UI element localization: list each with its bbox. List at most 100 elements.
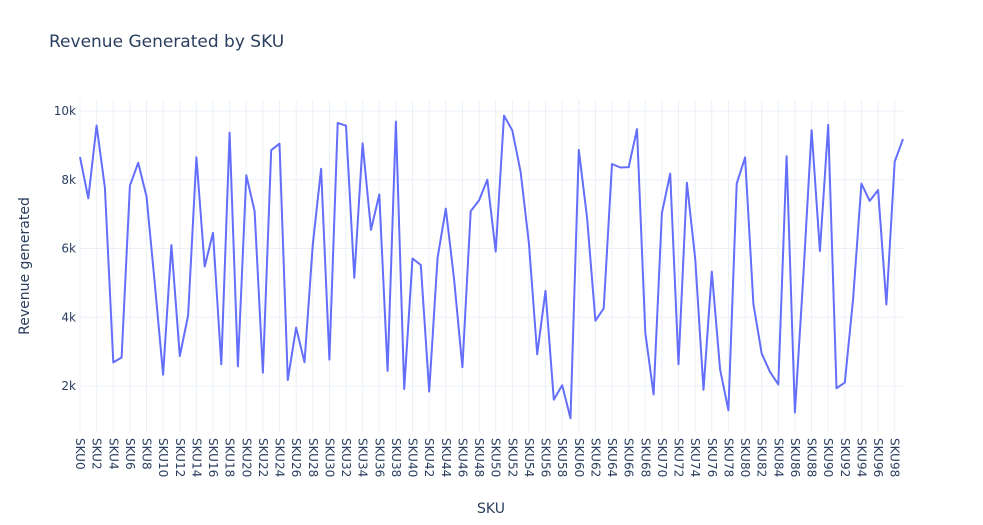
data-point-sku63 [602,306,606,310]
data-point-sku46 [460,365,464,369]
data-point-sku28 [311,242,315,246]
data-point-sku64 [610,162,614,166]
data-point-sku84 [776,382,780,386]
x-tick-label: SKU62 [588,438,602,477]
y-axis-ticks: 2k 4k 6k 8k 10k [54,104,76,393]
x-tick-label: SKU36 [372,438,386,477]
data-point-sku8 [145,194,149,198]
x-axis-ticks: SKU0 SKU2 SKU4 SKU6 SKU8 SKU10 SKU12 SKU14 SKU16… [73,438,902,477]
x-tick-label: SKU42 [422,438,436,477]
data-point-sku59 [568,416,572,420]
data-point-sku38 [394,120,398,124]
data-point-sku18 [228,131,232,135]
data-point-sku19 [236,364,240,368]
x-tick-label: SKU78 [721,438,735,477]
x-tick-label: SKU34 [356,438,370,477]
x-tick-label: SKU54 [522,438,536,477]
data-point-sku0 [78,155,82,159]
x-tick-label: SKU76 [705,438,719,477]
data-point-sku33 [352,276,356,280]
data-point-sku92 [843,381,847,385]
data-point-sku44 [444,207,448,211]
x-tick-label: SKU80 [738,438,752,477]
x-tick-label: SKU18 [223,438,237,477]
x-tick-label: SKU56 [539,438,553,477]
data-point-sku4 [111,360,115,364]
data-point-sku12 [178,354,182,358]
x-tick-label: SKU8 [140,438,154,470]
data-point-sku14 [194,155,198,159]
data-point-sku73 [685,181,689,185]
data-point-sku72 [677,362,681,366]
data-point-sku54 [527,241,531,245]
data-point-sku83 [768,370,772,374]
data-point-sku23 [269,148,273,152]
x-tick-label: SKU70 [655,438,669,477]
x-tick-label: SKU12 [173,438,187,477]
data-point-sku85 [785,154,789,158]
data-point-sku96 [876,188,880,192]
x-tick-label: SKU16 [206,438,220,477]
data-point-sku69 [652,393,656,397]
data-point-sku90 [826,123,830,127]
data-point-sku74 [693,257,697,261]
data-point-sku91 [834,386,838,390]
y-tick-label: 2k [61,379,76,393]
x-tick-label: SKU50 [489,438,503,477]
data-point-sku52 [510,128,514,132]
data-point-sku71 [668,172,672,176]
data-point-sku49 [485,178,489,182]
x-tick-label: SKU52 [505,438,519,477]
data-point-sku75 [701,388,705,392]
data-point-sku11 [169,243,173,247]
data-point-sku61 [585,216,589,220]
y-tick-label: 6k [61,242,76,256]
x-tick-label: SKU20 [239,438,253,477]
y-tick-label: 8k [61,173,76,187]
data-point-sku21 [253,209,257,213]
x-tick-label: SKU94 [854,438,868,477]
data-point-sku82 [760,352,764,356]
x-tick-label: SKU68 [638,438,652,477]
data-point-sku5 [120,356,124,360]
data-point-sku45 [452,277,456,281]
data-point-sku26 [294,326,298,330]
data-point-sku37 [386,369,390,373]
x-tick-label: SKU26 [289,438,303,477]
data-point-sku98 [893,160,897,164]
data-point-sku51 [502,114,506,118]
data-point-sku24 [278,142,282,146]
x-tick-label: SKU6 [123,438,137,470]
data-point-sku6 [128,184,132,188]
data-point-sku76 [710,270,714,274]
data-point-sku27 [302,360,306,364]
x-tick-label: SKU38 [389,438,403,477]
x-tick-label: SKU86 [788,438,802,477]
x-tick-label: SKU48 [472,438,486,477]
data-point-sku17 [219,362,223,366]
data-point-sku77 [718,367,722,371]
data-point-sku15 [203,265,207,269]
data-point-sku31 [336,121,340,125]
x-tick-label: SKU0 [73,438,87,470]
x-tick-label: SKU30 [322,438,336,477]
y-axis-label: Revenue generated [17,197,33,335]
data-point-sku57 [552,398,556,402]
x-tick-label: SKU58 [555,438,569,477]
data-point-sku2 [95,124,99,128]
grid-lines [79,100,903,432]
data-point-sku29 [319,167,323,171]
x-tick-label: SKU82 [755,438,769,477]
data-point-sku60 [577,148,581,152]
data-point-sku66 [627,165,631,169]
x-tick-label: SKU72 [672,438,686,477]
x-tick-label: SKU92 [838,438,852,477]
x-tick-label: SKU22 [256,438,270,477]
x-tick-label: SKU2 [90,438,104,470]
data-point-sku32 [344,124,348,128]
data-point-sku9 [153,282,157,286]
data-point-sku25 [286,378,290,382]
data-point-sku42 [427,390,431,394]
data-point-sku81 [751,302,755,306]
